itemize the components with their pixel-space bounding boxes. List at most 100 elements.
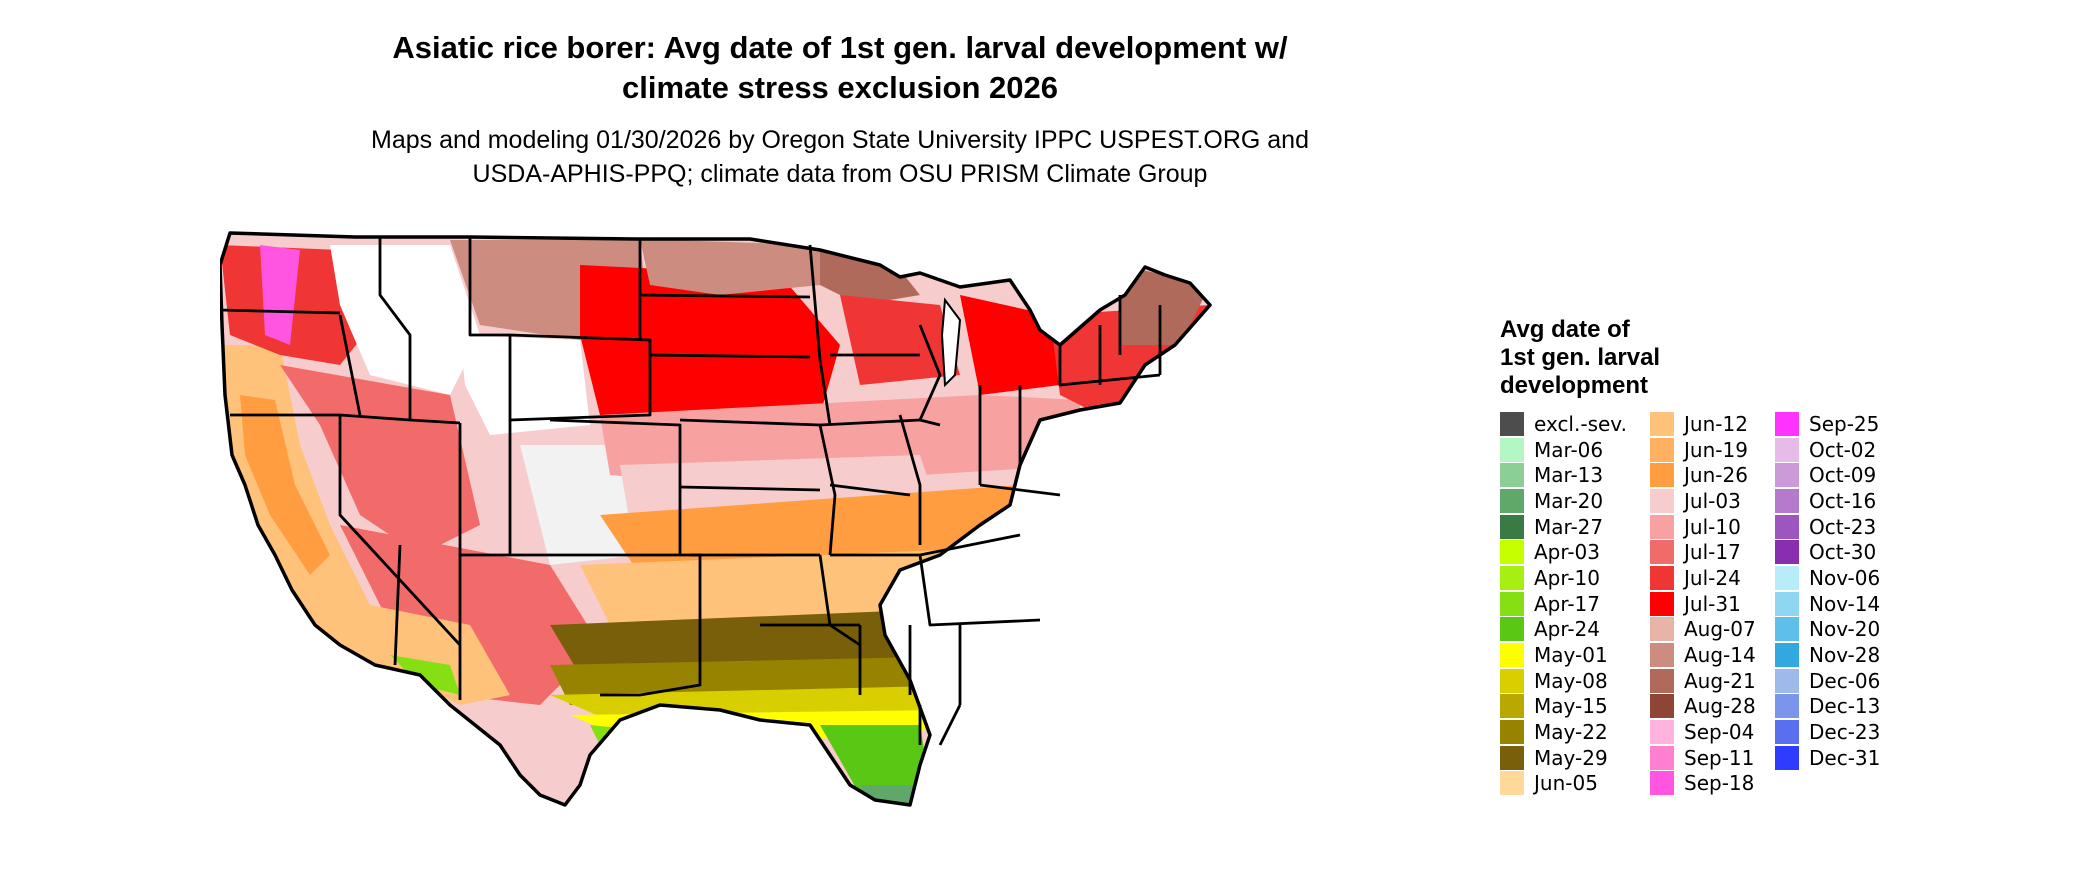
legend-swatch (1650, 591, 1674, 616)
legend-swatch (1775, 565, 1799, 590)
legend-label: Mar-27 (1534, 514, 1604, 539)
legend-title-line-3: development (1500, 372, 1649, 399)
legend-column-3: Sep-25 Oct-02 Oct-09 Oct-16 Oct-23 Oct-30 Nov-… (1775, 411, 1880, 771)
legend-item: Mar-06 (1500, 437, 1627, 463)
legend-label: Jun-12 (1684, 411, 1748, 436)
legend-item: Nov-28 (1775, 642, 1880, 668)
legend-item: Oct-02 (1775, 437, 1880, 463)
legend-swatch (1775, 514, 1799, 539)
legend-label: Sep-25 (1809, 411, 1880, 436)
legend-swatch (1500, 591, 1524, 616)
legend-item: Apr-24 (1500, 617, 1627, 643)
legend-item: Jun-26 (1650, 462, 1756, 488)
legend-item: Aug-14 (1650, 642, 1756, 668)
legend-swatch (1500, 617, 1524, 642)
legend-swatch (1650, 565, 1674, 590)
legend-item: Oct-16 (1775, 488, 1880, 514)
legend-label: Oct-23 (1809, 514, 1877, 539)
legend-label: Dec-13 (1809, 694, 1881, 719)
legend-label: Dec-31 (1809, 745, 1881, 770)
legend-swatch (1775, 643, 1799, 668)
legend-column-1: excl.-sev. Mar-06 Mar-13 Mar-20 Mar-27 Apr-03… (1500, 411, 1627, 796)
legend-swatch (1650, 617, 1674, 642)
legend-label: Aug-07 (1684, 617, 1756, 642)
legend-swatch (1775, 694, 1799, 719)
legend-item: Jun-12 (1650, 411, 1756, 437)
legend-label: Mar-20 (1534, 488, 1604, 513)
legend-item: Apr-03 (1500, 539, 1627, 565)
legend-label: Jun-05 (1534, 771, 1598, 796)
legend-title: Avg date of 1st gen. larval development (1500, 316, 1660, 400)
legend-item: Apr-10 (1500, 565, 1627, 591)
legend-swatch (1500, 668, 1524, 693)
legend-item: Dec-31 (1775, 745, 1880, 771)
legend-label: Sep-04 (1684, 720, 1755, 745)
legend-item: Dec-23 (1775, 719, 1880, 745)
legend-swatch (1775, 668, 1799, 693)
legend-label: Apr-03 (1534, 540, 1600, 565)
legend-label: Jul-10 (1684, 514, 1741, 539)
legend-swatch (1500, 411, 1524, 436)
legend-swatch (1500, 720, 1524, 745)
legend-item: Nov-14 (1775, 591, 1880, 617)
legend-title-line-2: 1st gen. larval (1500, 344, 1661, 371)
legend-swatch (1650, 514, 1674, 539)
legend-swatch (1500, 514, 1524, 539)
legend-item: Oct-30 (1775, 539, 1880, 565)
legend-item: Jul-17 (1650, 539, 1756, 565)
zone-north-dakota-brown (640, 239, 820, 295)
legend-item: Aug-21 (1650, 668, 1756, 694)
legend-item: Oct-23 (1775, 514, 1880, 540)
legend-swatch (1775, 488, 1799, 513)
legend-item: May-29 (1500, 745, 1627, 771)
legend-item: May-01 (1500, 642, 1627, 668)
legend-item: Sep-11 (1650, 745, 1756, 771)
legend-swatch (1650, 694, 1674, 719)
zone-minnesota-brown (820, 245, 920, 305)
legend-item: Jul-24 (1650, 565, 1756, 591)
legend-title-line-1: Avg date of (1500, 316, 1630, 343)
map-subtitle-line-2: USDA-APHIS-PPQ; climate data from OSU PR… (472, 160, 1208, 188)
legend-item: Jul-10 (1650, 514, 1756, 540)
map-zones (220, 233, 1210, 805)
legend-label: Sep-18 (1684, 771, 1755, 796)
legend-label: Oct-30 (1809, 540, 1877, 565)
legend-label: Jul-17 (1684, 540, 1741, 565)
legend-swatch (1775, 463, 1799, 488)
legend-label: Aug-21 (1684, 668, 1756, 693)
zone-great-basin-red (280, 365, 480, 555)
legend-label: Jul-24 (1684, 565, 1741, 590)
legend-swatch (1775, 540, 1799, 565)
legend-swatch (1775, 437, 1799, 462)
legend-item: Sep-18 (1650, 771, 1756, 797)
legend-label: excl.-sev. (1534, 411, 1627, 436)
legend-swatch (1650, 411, 1674, 436)
legend-swatch (1500, 437, 1524, 462)
legend-label: Dec-23 (1809, 720, 1881, 745)
map-title-line-2: climate stress exclusion 2026 (622, 70, 1058, 105)
zone-rockies-white-1 (330, 245, 480, 395)
legend-item: Nov-20 (1775, 617, 1880, 643)
legend-swatch (1500, 565, 1524, 590)
legend-swatch (1650, 643, 1674, 668)
legend-label: Aug-28 (1684, 694, 1756, 719)
legend-swatch (1650, 720, 1674, 745)
legend-label: Nov-14 (1809, 591, 1881, 616)
legend-swatch (1650, 437, 1674, 462)
legend-label: Dec-06 (1809, 668, 1881, 693)
legend-swatch (1650, 771, 1674, 796)
us-map (220, 231, 1212, 807)
map-title: Asiatic rice borer: Avg date of 1st gen.… (0, 28, 1680, 108)
zone-maine-brown (1120, 265, 1210, 345)
legend-swatch (1500, 745, 1524, 770)
legend-item: Mar-20 (1500, 488, 1627, 514)
map-title-line-1: Asiatic rice borer: Avg date of 1st gen.… (392, 30, 1288, 65)
map-subtitle: Maps and modeling 01/30/2026 by Oregon S… (0, 123, 1680, 191)
legend-swatch (1500, 771, 1524, 796)
legend-swatch (1775, 720, 1799, 745)
legend-item: Dec-06 (1775, 668, 1880, 694)
state-boundaries (220, 237, 1162, 746)
legend-item: Mar-13 (1500, 462, 1627, 488)
legend-label: Sep-11 (1684, 745, 1755, 770)
legend-label: Oct-02 (1809, 437, 1877, 462)
